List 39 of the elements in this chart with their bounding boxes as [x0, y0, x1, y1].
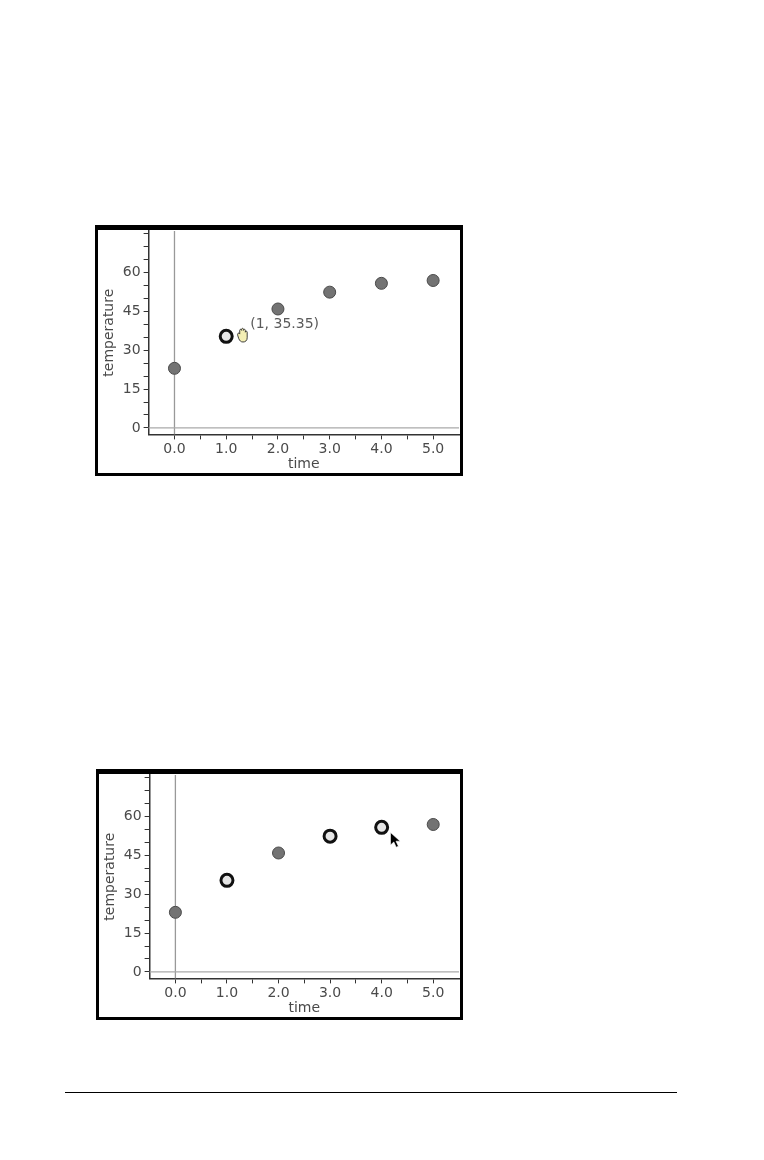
point [426, 817, 440, 831]
x-tick-label: 4.0 [370, 440, 393, 457]
y-tick-label: 60 [123, 807, 142, 824]
y-axis-title: temperature [101, 832, 118, 921]
y-tick-label: 0 [131, 418, 141, 435]
x-tick-label: 5.0 [422, 984, 445, 1001]
y-tick-label: 60 [122, 263, 141, 280]
x-axis-title: time [287, 455, 320, 472]
point [322, 828, 338, 844]
x-tick-label: 2.0 [267, 984, 290, 1001]
y-tick-label: 30 [122, 340, 141, 357]
point [374, 819, 390, 835]
x-tick-label: 0.0 [164, 984, 187, 1001]
y-tick-label: 0 [132, 962, 142, 979]
point [218, 328, 234, 344]
y-tick-label: 15 [123, 923, 142, 940]
point [168, 905, 182, 919]
x-tick-label: 3.0 [318, 984, 342, 1001]
x-axis-title: time [288, 999, 321, 1016]
x-tick-label: 3.0 [318, 440, 341, 457]
x-tick-label: 4.0 [370, 984, 393, 1001]
x-tick-label: 2.0 [266, 440, 290, 457]
annotation: (1, 35.35) [250, 314, 320, 331]
x-tick-label: 5.0 [422, 440, 445, 457]
y-tick-label: 45 [123, 845, 142, 862]
x-tick-label: 1.0 [215, 440, 238, 457]
y-axis-title: temperature [100, 288, 117, 377]
point [219, 872, 235, 888]
point [167, 361, 181, 375]
point [374, 276, 388, 290]
y-tick-label: 15 [122, 379, 141, 396]
point [323, 285, 337, 299]
y-tick-label: 30 [123, 884, 142, 901]
point [426, 273, 440, 287]
point [271, 302, 285, 316]
y-tick-label: 45 [122, 301, 141, 318]
x-tick-label: 0.0 [163, 440, 186, 457]
x-tick-label: 1.0 [215, 984, 239, 1001]
point [272, 846, 286, 860]
